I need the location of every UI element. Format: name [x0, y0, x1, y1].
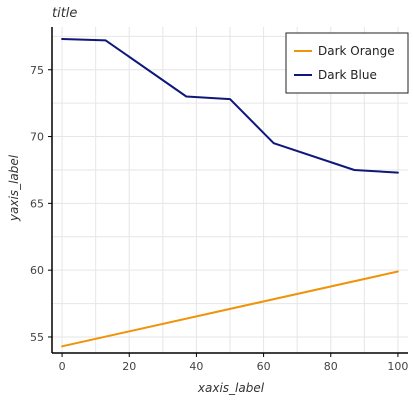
x-tick-label: 80: [324, 360, 338, 373]
y-axis-label: yaxis_label: [7, 154, 21, 222]
chart-title: title: [52, 6, 77, 21]
x-axis-label: xaxis_label: [197, 381, 265, 395]
legend-box: [285, 32, 409, 94]
series-lines: [61, 38, 399, 348]
legend: Dark Orange Dark Blue: [285, 32, 409, 94]
x-tick-label: 40: [189, 360, 203, 373]
x-tick-label: 20: [122, 360, 136, 373]
legend-label: Dark Orange: [318, 44, 395, 58]
y-tick-label: 65: [30, 197, 44, 210]
x-tick-label: 60: [257, 360, 271, 373]
x-tick-labels: 0 20 40 60 80 100: [59, 353, 408, 373]
y-tick-label: 75: [30, 64, 44, 77]
legend-label: Dark Blue: [318, 68, 377, 82]
y-tick-label: 70: [30, 131, 44, 144]
y-tick-label: 55: [30, 331, 44, 344]
series-line-dark-orange: [61, 270, 399, 348]
y-tick-label: 60: [30, 264, 44, 277]
y-tick-labels: 55 60 65 70 75: [30, 64, 52, 344]
series-line-dark-blue: [61, 38, 399, 174]
axes: [51, 27, 408, 354]
x-tick-label: 0: [59, 360, 66, 373]
x-tick-label: 100: [387, 360, 408, 373]
